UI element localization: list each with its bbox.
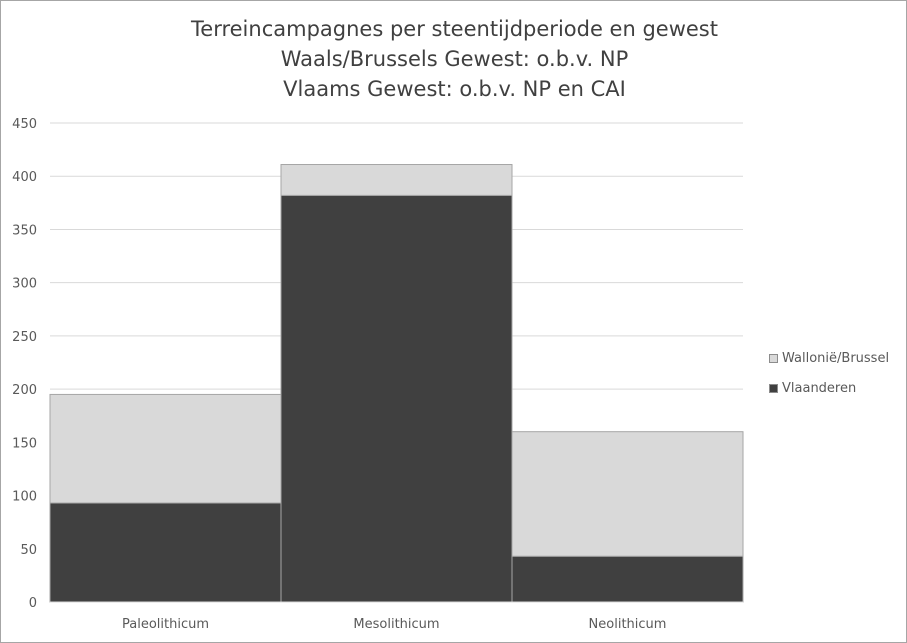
x-category-label: Neolithicum [589, 617, 667, 632]
bars [49, 164, 744, 603]
legend-swatch [769, 353, 778, 363]
bar-wallonie-brussel-paleolithicum [49, 393, 282, 504]
chart-subtitle-1: Waals/Brussels Gewest: o.b.v. NP [280, 47, 629, 71]
legend-label: Wallonië/Brussel [782, 350, 890, 366]
legend-label: Vlaanderen [782, 380, 857, 396]
y-tick-label: 100 [12, 490, 37, 505]
bar-wallonie-brussel-neolithicum [511, 431, 744, 557]
y-tick-label: 0 [29, 596, 37, 611]
y-tick-label: 400 [12, 170, 37, 185]
chart-subtitle-2: Vlaams Gewest: o.b.v. NP en CAI [283, 77, 626, 101]
axes: 0 50 100 150 200 250 300 350 400 450 Paleolithicum… [12, 117, 743, 632]
legend-swatch [769, 383, 778, 393]
x-category-label: Mesolithicum [353, 617, 439, 632]
y-tick-label: 450 [12, 117, 37, 132]
x-category-label: Paleolithicum [122, 617, 209, 632]
y-tick-label: 150 [12, 436, 37, 451]
y-tick-label: 50 [20, 543, 37, 558]
legend-item: Vlaanderen [769, 379, 889, 397]
bar-vlaanderen-paleolithicum [49, 502, 282, 603]
bar-wallonie-brussel-mesolithicum [280, 164, 513, 196]
chart-title: Terreincampagnes per steentijdperiode en… [191, 17, 718, 41]
legend-item: Wallonië/Brussel [769, 349, 889, 367]
y-tick-label: 200 [12, 383, 37, 398]
y-tick-label: 300 [12, 277, 37, 292]
legend: Wallonië/Brussel Vlaanderen [769, 349, 889, 409]
bar-vlaanderen-mesolithicum [280, 194, 513, 603]
y-tick-label: 250 [12, 330, 37, 345]
y-tick-label: 350 [12, 223, 37, 238]
bar-vlaanderen-neolithicum [511, 555, 744, 603]
